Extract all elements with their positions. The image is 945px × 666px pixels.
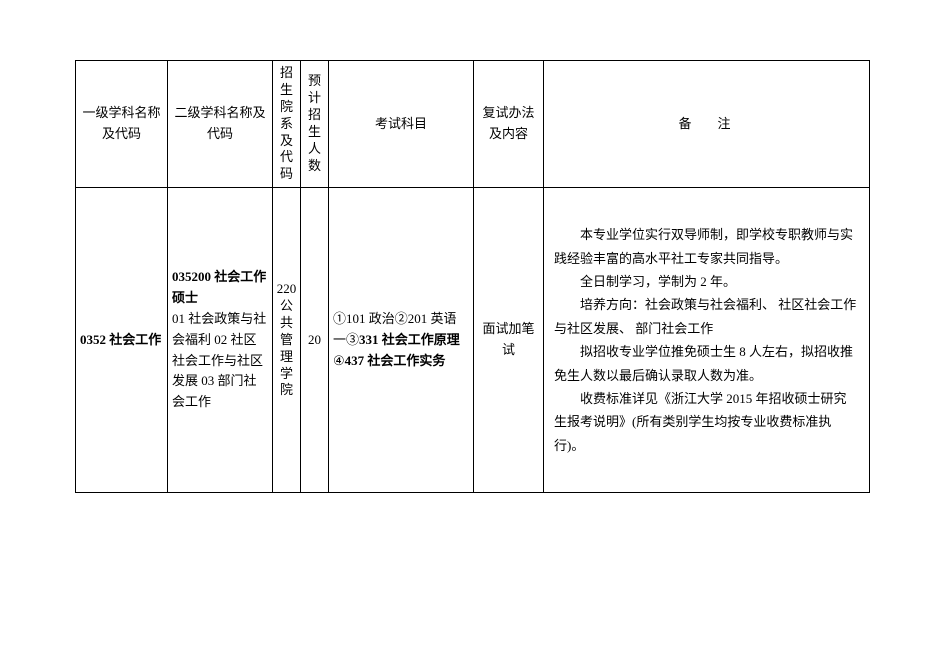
dept-code: 220 xyxy=(277,281,297,296)
note-p1: 本专业学位实行双导师制，即学校专职教师与实践经验丰富的高水平社工专家共同指导。 xyxy=(554,223,859,270)
header-interview: 复试办法及内容 xyxy=(474,61,544,188)
exam-bold2: 437 社会工作实务 xyxy=(345,353,446,368)
table-header-row: 一级学科名称及代码 二级学科名称及代码 招生院系及代码 预计招生人数 考试科目 … xyxy=(76,61,870,188)
header-enrollment: 预计招生人数 xyxy=(301,61,329,188)
admission-table: 一级学科名称及代码 二级学科名称及代码 招生院系及代码 预计招生人数 考试科目 … xyxy=(75,60,870,493)
discipline-l1-name: 社会工作 xyxy=(109,332,161,347)
exam-bold1: 331 社会工作原理 xyxy=(359,332,460,347)
cell-discipline-l2: 035200 社会工作硕士 01 社会政策与社会福利 02 社区社会工作与社区发… xyxy=(168,188,273,493)
cell-exam-subjects: ①101 政治②201 英语一③331 社会工作原理④437 社会工作实务 xyxy=(329,188,474,493)
header-exam-subjects: 考试科目 xyxy=(329,61,474,188)
cell-discipline-l1: 0352 社会工作 xyxy=(76,188,168,493)
note-p4: 拟招收专业学位推免硕士生 8 人左右，拟招收推免生人数以最后确认录取人数为准。 xyxy=(554,340,859,387)
dept-name: 公共管理学院 xyxy=(280,298,293,397)
cell-interview: 面试加笔试 xyxy=(474,188,544,493)
header-discipline-l1: 一级学科名称及代码 xyxy=(76,61,168,188)
discipline-l2-code: 035200 xyxy=(172,269,211,284)
header-notes: 备注 xyxy=(544,61,870,188)
exam-mid: ④ xyxy=(333,353,345,368)
cell-notes: 本专业学位实行双导师制，即学校专职教师与实践经验丰富的高水平社工专家共同指导。 … xyxy=(544,188,870,493)
header-department: 招生院系及代码 xyxy=(273,61,301,188)
header-discipline-l2: 二级学科名称及代码 xyxy=(168,61,273,188)
note-p3: 培养方向：社会政策与社会福利、 社区社会工作与社区发展、 部门社会工作 xyxy=(554,293,859,340)
table-row: 0352 社会工作 035200 社会工作硕士 01 社会政策与社会福利 02 … xyxy=(76,188,870,493)
cell-enrollment: 20 xyxy=(301,188,329,493)
cell-department: 220 公共管理学院 xyxy=(273,188,301,493)
note-p5: 收费标准详见《浙江大学 2015 年招收硕士研究生报考说明》(所有类别学生均按专… xyxy=(554,387,859,457)
note-p2: 全日制学习，学制为 2 年。 xyxy=(554,270,859,293)
discipline-l1-code: 0352 xyxy=(80,332,106,347)
discipline-l2-directions: 01 社会政策与社会福利 02 社区社会工作与社区发展 03 部门社会工作 xyxy=(172,311,266,409)
